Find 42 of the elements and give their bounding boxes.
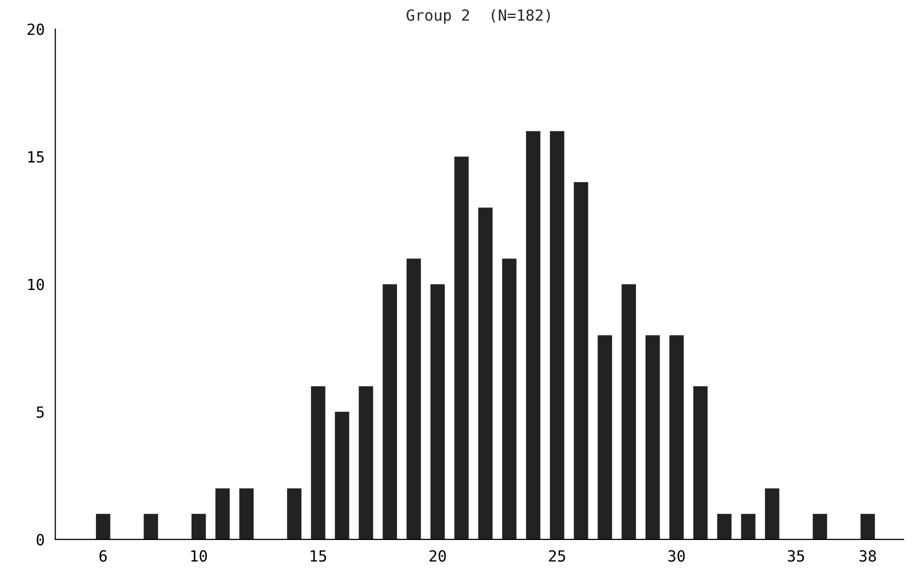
bar — [693, 386, 708, 540]
bar — [215, 488, 230, 540]
bar — [574, 182, 588, 540]
y-tick-label: 15 — [28, 151, 44, 163]
x-tick-label: 15 — [310, 550, 326, 562]
chart-title: Group 2 (N=182) — [406, 9, 550, 24]
x-tick-label: 30 — [668, 550, 685, 562]
bar — [550, 131, 564, 540]
bar — [144, 514, 158, 540]
bar — [860, 514, 875, 540]
bar — [598, 335, 612, 540]
bar — [669, 335, 684, 540]
bar — [478, 208, 493, 540]
y-tick-label: 20 — [28, 24, 44, 36]
bar — [622, 284, 636, 540]
y-tick-label: 0 — [36, 534, 44, 546]
y-tick-label: 5 — [36, 406, 44, 418]
x-tick-label: 25 — [549, 550, 566, 562]
y-tick-label: 10 — [28, 278, 44, 290]
bar — [239, 488, 254, 540]
bar — [454, 156, 469, 540]
bar — [358, 386, 374, 540]
bar — [96, 514, 110, 540]
x-tick-label: 38 — [860, 550, 876, 562]
bar — [812, 514, 828, 540]
bar — [310, 386, 326, 540]
x-tick-label: 6 — [100, 550, 107, 562]
bar — [406, 258, 421, 540]
bar — [646, 335, 660, 540]
bar — [430, 284, 445, 540]
bar — [526, 131, 540, 540]
x-tick-label: 10 — [191, 550, 207, 562]
x-tick-label: 35 — [788, 550, 804, 562]
x-tick-label: 20 — [430, 550, 446, 562]
bar — [741, 514, 756, 540]
bar — [334, 412, 350, 540]
bar — [717, 514, 732, 540]
bar — [287, 488, 302, 540]
bar — [502, 258, 516, 540]
bar — [764, 488, 780, 540]
bar — [382, 284, 398, 540]
bar — [192, 514, 206, 540]
